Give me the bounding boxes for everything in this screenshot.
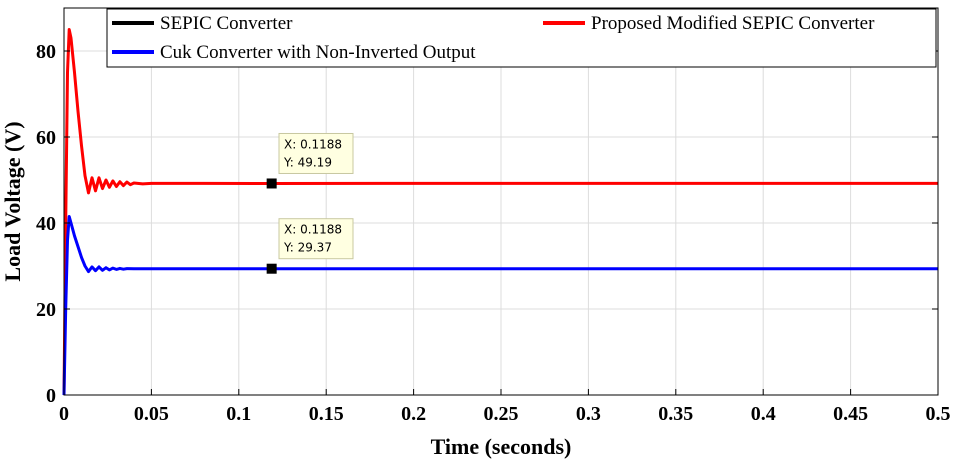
- x-tick-label: 0.05: [134, 403, 169, 425]
- x-tick-label: 0.35: [658, 403, 693, 425]
- y-axis-title: Load Voltage (V): [0, 121, 25, 281]
- x-tick-label: 0.15: [309, 403, 344, 425]
- y-tick-label: 80: [36, 41, 56, 63]
- y-tick-label: 60: [36, 127, 56, 149]
- data-tip-marker: [266, 263, 277, 274]
- x-tick-label: 0.45: [833, 403, 868, 425]
- x-tick-label: 0.25: [484, 403, 519, 425]
- x-tick-label: 0: [59, 403, 69, 425]
- y-tick-label: 0: [46, 385, 56, 407]
- series-line-2: [62, 215, 938, 396]
- data-tip-box: [278, 132, 354, 174]
- x-tick-label: 0.2: [401, 403, 426, 425]
- data-tip-marker: [266, 178, 277, 189]
- x-tick-label: 0.1: [226, 403, 251, 425]
- data-tip-x: X: 0.1188: [284, 137, 342, 151]
- legend-label-0: SEPIC Converter: [160, 13, 293, 34]
- y-tick-label: 20: [36, 299, 56, 321]
- y-tick-label: 40: [36, 213, 56, 235]
- x-axis-title: Time (seconds): [431, 434, 572, 459]
- data-tip-y: Y: 49.19: [283, 155, 332, 169]
- x-tick-label: 0.5: [926, 403, 951, 425]
- legend-label-2: Cuk Converter with Non-Inverted Output: [160, 42, 476, 63]
- y-tick-labels: 0 20 40 60 80: [36, 41, 56, 407]
- series-line-1: [62, 28, 938, 396]
- data-tip-x: X: 0.1188: [284, 223, 342, 237]
- legend: SEPIC Converter Proposed Modified SEPIC C…: [106, 8, 937, 68]
- legend-box: [106, 8, 937, 68]
- series-layer: [62, 28, 938, 396]
- x-tick-label: 0.4: [751, 403, 776, 425]
- x-tick-label: 0.3: [576, 403, 601, 425]
- data-tip-box: [278, 218, 354, 260]
- legend-label-1: Proposed Modified SEPIC Converter: [591, 13, 875, 34]
- x-tick-labels: 0 0.05 0.1 0.15 0.2 0.25 0.3 0.35 0.4 0.45 0.5: [59, 403, 951, 425]
- data-tip-y: Y: 29.37: [283, 241, 332, 255]
- data-tips: X: 0.1188 Y: 49.19 X: 0.1188 Y: 29.37: [266, 132, 354, 274]
